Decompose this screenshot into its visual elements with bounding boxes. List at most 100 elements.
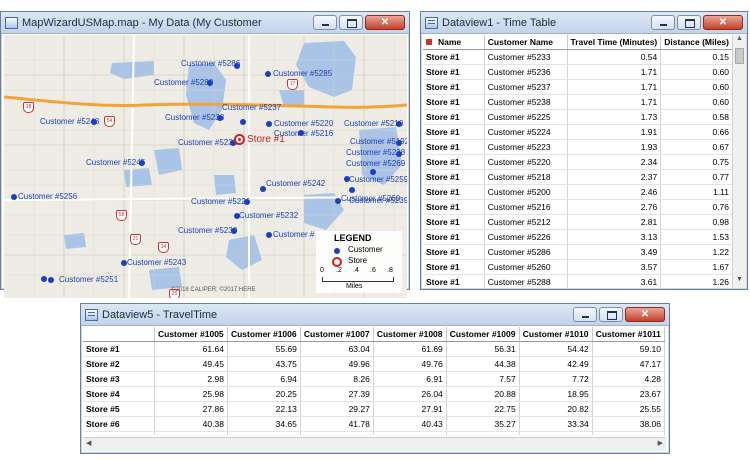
- travel-time-grid[interactable]: Customer #1005 Customer #1006 Customer #…: [83, 327, 665, 435]
- table-cell[interactable]: 0.15: [660, 49, 733, 65]
- table-cell[interactable]: Customer #5200: [484, 184, 568, 200]
- map-window[interactable]: MapWizardUSMap.map - My Data (My Custome…: [0, 11, 410, 298]
- table-cell[interactable]: 20.82: [519, 401, 593, 417]
- table-cell[interactable]: 1.93: [567, 139, 662, 155]
- table-cell[interactable]: 4.28: [592, 371, 665, 387]
- row-header-cell[interactable]: Store #1: [83, 341, 155, 357]
- table-cell[interactable]: 0.60: [660, 64, 733, 80]
- time-table-window[interactable]: Dataview1 - Time Table ✕ Name Customer N…: [420, 11, 748, 290]
- table-row[interactable]: Store #3 2.98 6.94 8.26 6.91 7.57 7.72 4.28: [83, 371, 665, 387]
- table-cell[interactable]: 18.95: [519, 386, 593, 402]
- table-cell[interactable]: 0.98: [660, 214, 733, 230]
- table-cell[interactable]: 2.76: [567, 199, 662, 215]
- table-cell[interactable]: 2.81: [567, 214, 662, 230]
- table-cell[interactable]: 0.58: [660, 109, 733, 125]
- customer-pin[interactable]: [265, 71, 271, 77]
- table-cell[interactable]: 25.55: [592, 401, 665, 417]
- table-cell[interactable]: Customer #5236: [484, 64, 568, 80]
- table-cell[interactable]: 1.53: [660, 229, 733, 245]
- column-header[interactable]: Customer #1007: [300, 327, 374, 342]
- table-cell[interactable]: 33.34: [519, 416, 593, 432]
- table-cell[interactable]: 40.38: [154, 416, 228, 432]
- scroll-thumb[interactable]: [735, 48, 744, 64]
- table-cell[interactable]: 7.72: [519, 371, 593, 387]
- column-header[interactable]: Customer #1011: [592, 327, 665, 342]
- table-cell[interactable]: 8.26: [300, 371, 374, 387]
- table-row[interactable]: Store #1 Customer #5225 1.73 0.58: [423, 109, 733, 125]
- table-row[interactable]: Store #4 25.98 20.25 27.39 26.04 20.88 18.95 23…: [83, 386, 665, 402]
- table-row[interactable]: Store #734.2733.3734.7434.3233.9934.0234…: [83, 431, 665, 435]
- table-cell[interactable]: 55.69: [227, 341, 301, 357]
- row-header-cell[interactable]: Store #7: [83, 431, 155, 435]
- map-window-titlebar[interactable]: MapWizardUSMap.map - My Data (My Custome…: [1, 12, 409, 34]
- table-row[interactable]: Store #1 Customer #5238 1.71 0.60: [423, 94, 733, 110]
- table-row[interactable]: Store #1 Customer #5260 3.57 1.67: [423, 259, 733, 275]
- customer-pin[interactable]: [396, 151, 402, 157]
- row-header-cell[interactable]: Store #5: [83, 401, 155, 417]
- table-cell[interactable]: 0.66: [660, 124, 733, 140]
- minimize-button[interactable]: [573, 307, 597, 322]
- table-cell[interactable]: 2.37: [567, 169, 662, 185]
- table-cell[interactable]: Customer #5216: [484, 199, 568, 215]
- customer-pin[interactable]: [260, 186, 266, 192]
- table-cell[interactable]: 20.25: [227, 386, 301, 402]
- table-cell[interactable]: 3.61: [567, 274, 662, 288]
- table-cell[interactable]: 49.96: [300, 356, 374, 372]
- row-header-cell[interactable]: Store #1: [423, 199, 485, 215]
- column-header[interactable]: Customer #1005: [154, 327, 228, 342]
- table-cell[interactable]: 6.91: [373, 371, 447, 387]
- row-header-cell[interactable]: Store #1: [423, 109, 485, 125]
- store-marker[interactable]: [234, 134, 245, 145]
- table-cell[interactable]: 1.22: [660, 244, 733, 260]
- table-cell[interactable]: 49.45: [154, 356, 228, 372]
- customer-pin[interactable]: [41, 276, 47, 282]
- table-cell[interactable]: Customer #5223: [484, 139, 568, 155]
- table-cell[interactable]: 33.37: [227, 431, 301, 435]
- close-button[interactable]: ✕: [365, 15, 405, 30]
- table-cell[interactable]: 42.49: [519, 356, 593, 372]
- table-cell[interactable]: 34.27: [154, 431, 228, 435]
- row-header-cell[interactable]: Store #1: [423, 124, 485, 140]
- table-cell[interactable]: 34.02: [519, 431, 593, 435]
- minimize-button[interactable]: [651, 15, 675, 30]
- row-header-cell[interactable]: Store #1: [423, 244, 485, 260]
- customer-pin[interactable]: [344, 176, 350, 182]
- column-header[interactable]: Customer #1009: [446, 327, 520, 342]
- table-cell[interactable]: 0.60: [660, 94, 733, 110]
- customer-pin[interactable]: [266, 232, 272, 238]
- table-cell[interactable]: Customer #5238: [484, 94, 568, 110]
- scroll-right-arrow[interactable]: ▶: [657, 440, 663, 447]
- column-header[interactable]: Customer #1006: [227, 327, 301, 342]
- column-header[interactable]: Name: [423, 35, 485, 50]
- table-cell[interactable]: 61.69: [373, 341, 447, 357]
- table-row[interactable]: Store #1 61.64 55.69 63.04 61.69 56.31 54.42 59…: [83, 341, 665, 357]
- customer-pin[interactable]: [231, 228, 237, 234]
- map-canvas[interactable]: 17 54 18 21 34 58 25 Customer #5286 Cust…: [4, 35, 407, 298]
- close-button[interactable]: ✕: [703, 15, 743, 30]
- table-cell[interactable]: 54.42: [519, 341, 593, 357]
- customer-pin[interactable]: [230, 140, 236, 146]
- customer-pin[interactable]: [234, 213, 240, 219]
- vertical-scrollbar[interactable]: ▲ ▼: [732, 35, 746, 288]
- table-cell[interactable]: Customer #5288: [484, 274, 568, 288]
- table-row[interactable]: Store #1 Customer #5286 3.49 1.22: [423, 244, 733, 260]
- table-cell[interactable]: 61.64: [154, 341, 228, 357]
- customer-pin[interactable]: [396, 121, 402, 127]
- table-row[interactable]: Store #6 40.38 34.65 41.78 40.43 35.27 33.34 38…: [83, 416, 665, 432]
- table-cell[interactable]: 6.94: [227, 371, 301, 387]
- table-cell[interactable]: 26.04: [373, 386, 447, 402]
- table-cell[interactable]: Customer #5286: [484, 244, 568, 260]
- customer-pin[interactable]: [217, 115, 223, 121]
- table-cell[interactable]: 3.57: [567, 259, 662, 275]
- close-button[interactable]: ✕: [625, 307, 665, 322]
- table-cell[interactable]: 1.67: [660, 259, 733, 275]
- table-cell[interactable]: 35.27: [446, 416, 520, 432]
- table-cell[interactable]: Customer #5237: [484, 79, 568, 95]
- table-cell[interactable]: 0.77: [660, 169, 733, 185]
- table-row[interactable]: Store #1 Customer #5236 1.71 0.60: [423, 64, 733, 80]
- table-cell[interactable]: 1.71: [567, 94, 662, 110]
- table-cell[interactable]: 3.49: [567, 244, 662, 260]
- table-cell[interactable]: 1.71: [567, 64, 662, 80]
- customer-pin[interactable]: [349, 187, 355, 193]
- table-cell[interactable]: Customer #5225: [484, 109, 568, 125]
